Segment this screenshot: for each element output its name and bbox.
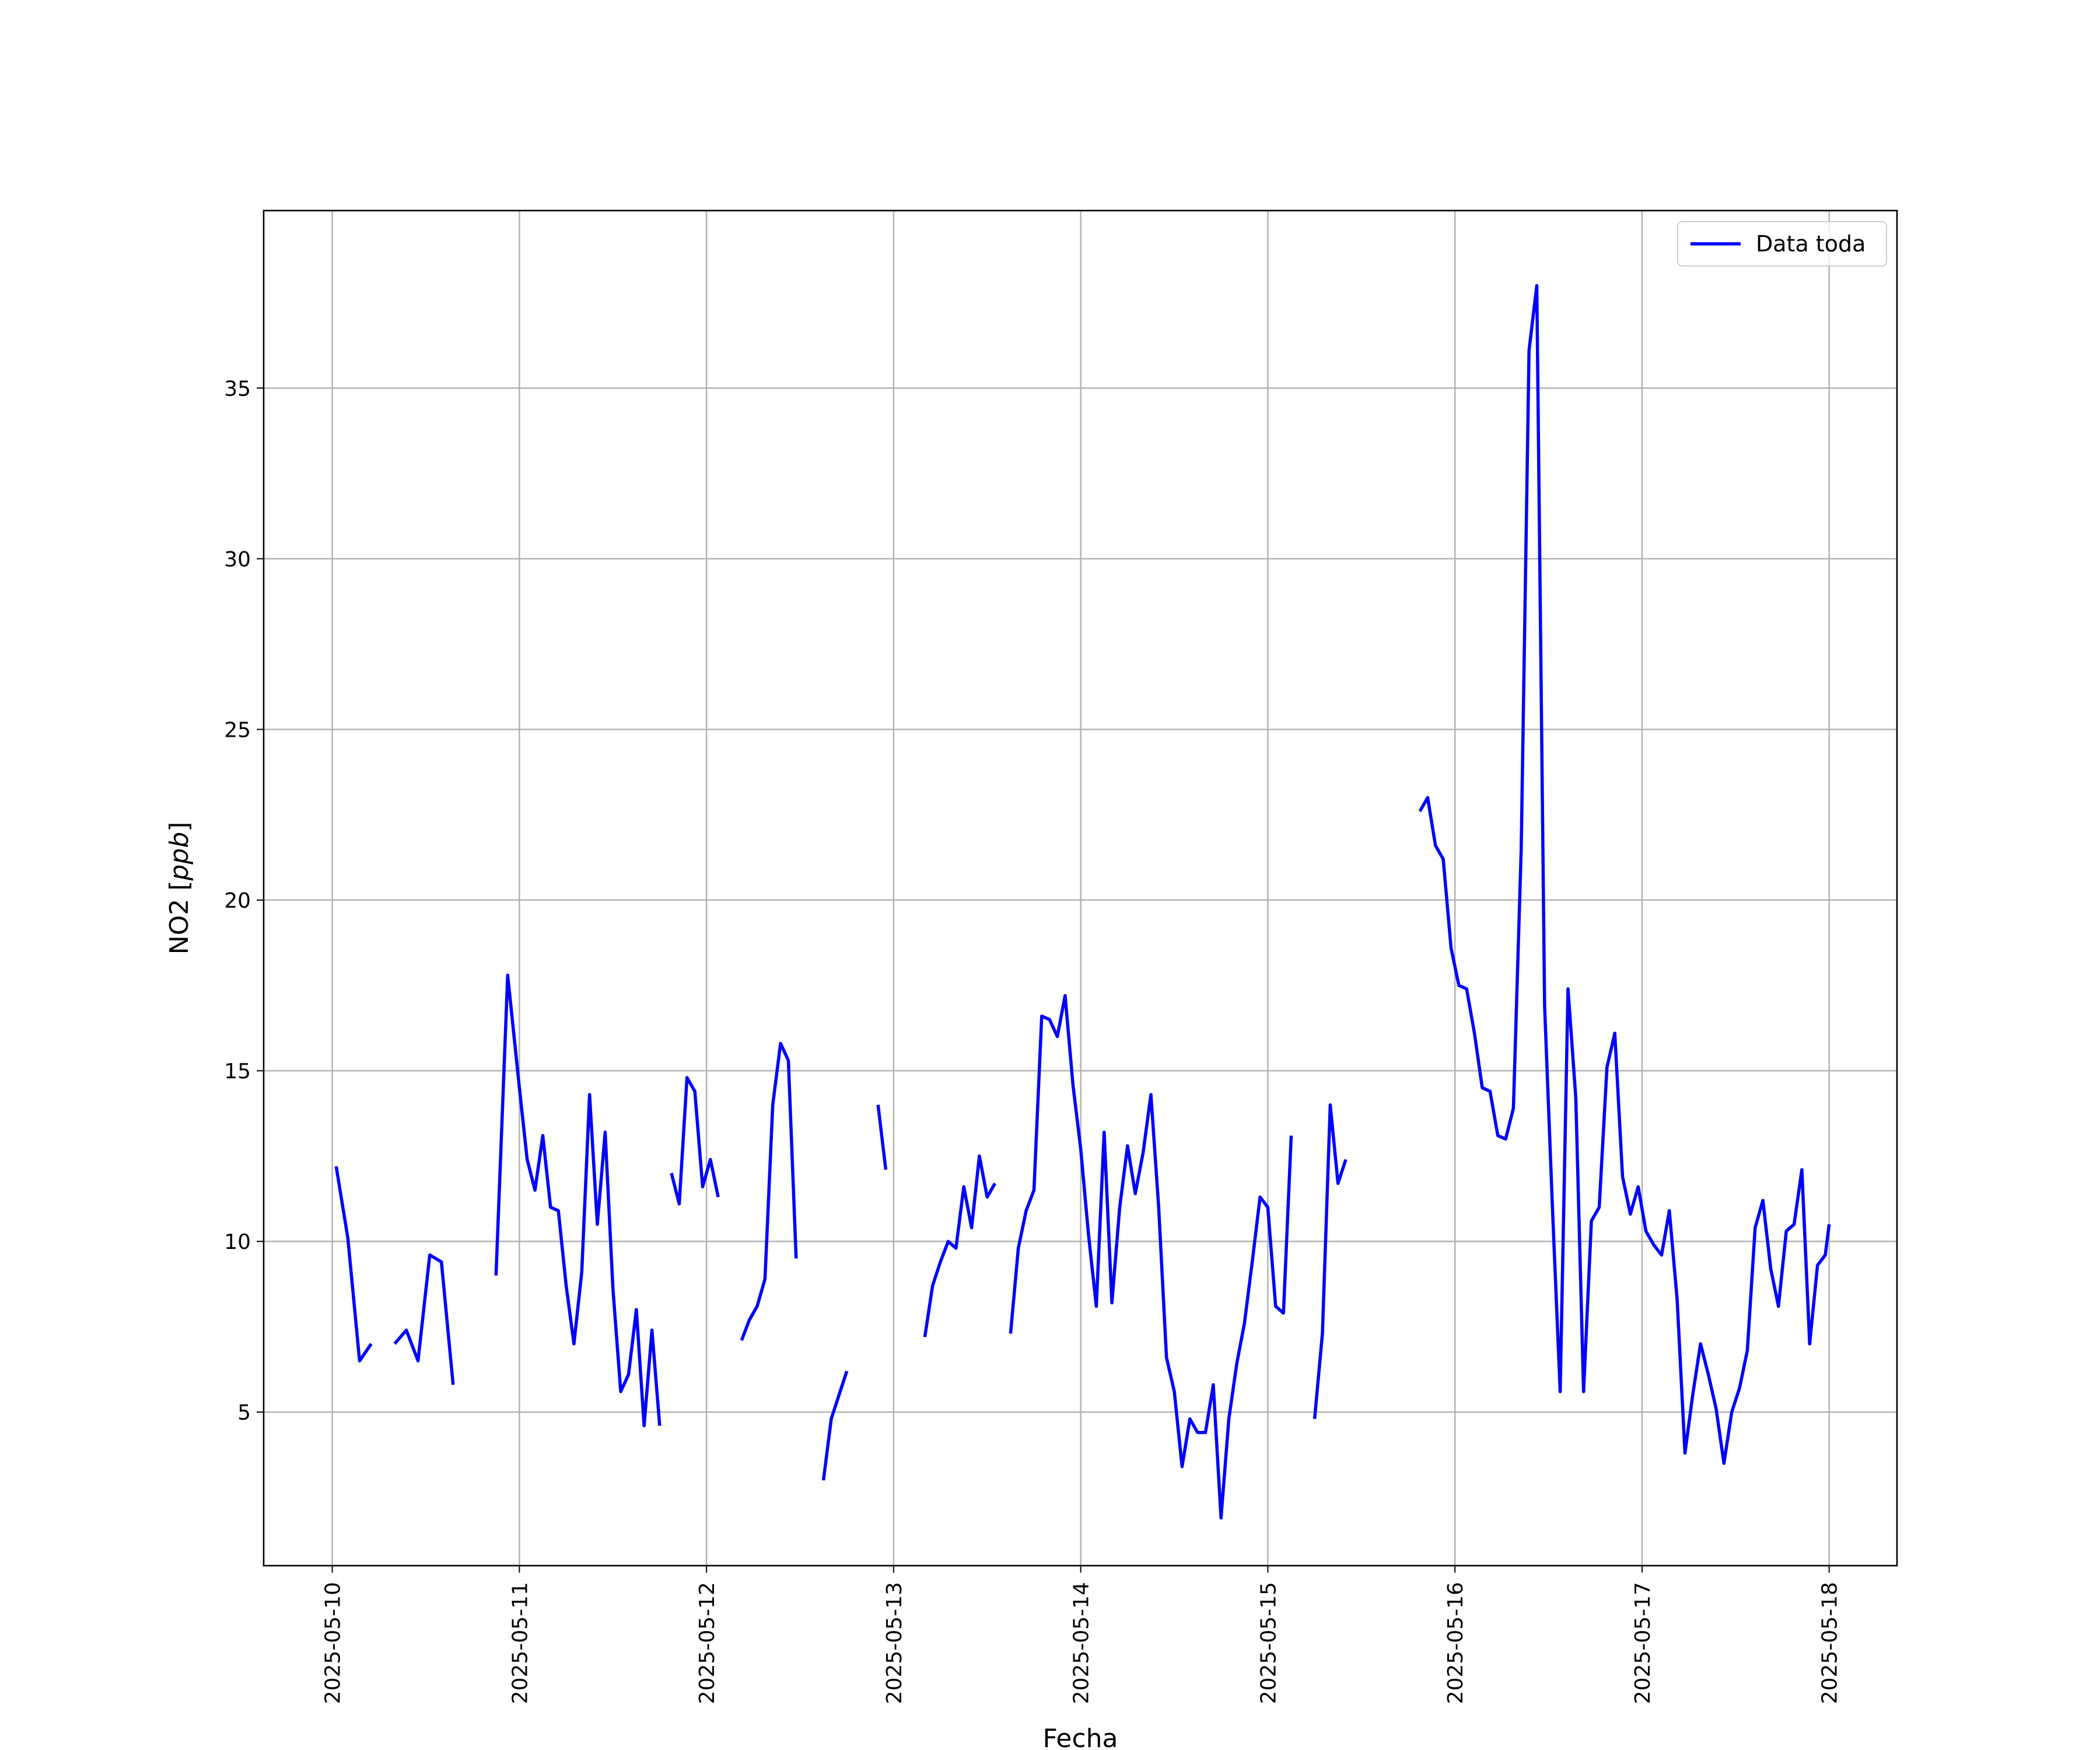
y-tick-label: 15 bbox=[224, 1060, 251, 1084]
grid bbox=[264, 211, 1897, 1566]
legend-box bbox=[1677, 221, 1887, 267]
y-axis-ticks: 5 10 15 20 25 30 35 bbox=[224, 377, 264, 1425]
y-axis-label: NO2 [ppb] bbox=[164, 822, 194, 955]
x-axis-label: Fecha bbox=[1042, 1724, 1118, 1750]
series-line-segment bbox=[670, 1076, 720, 1206]
series-line-segment bbox=[494, 973, 662, 1427]
y-tick-label: 25 bbox=[224, 718, 251, 742]
series-line-segment bbox=[1009, 994, 1293, 1520]
series-line-segment bbox=[334, 1166, 373, 1363]
series-line-segment bbox=[1312, 1103, 1348, 1419]
x-tick-label: 2025-05-12 bbox=[695, 1582, 719, 1704]
legend: Data toda bbox=[1677, 221, 1887, 267]
x-tick-label: 2025-05-14 bbox=[1070, 1582, 1094, 1704]
y-tick-label: 35 bbox=[224, 377, 251, 401]
legend-entry-data-toda: Data toda bbox=[1756, 231, 1866, 257]
x-tick-label: 2025-05-11 bbox=[508, 1582, 532, 1704]
y-axis-label-main: NO2 [ bbox=[164, 881, 194, 955]
y-tick-label: 20 bbox=[224, 889, 251, 913]
y-axis-label-unit: ppb bbox=[164, 832, 194, 881]
x-tick-label: 2025-05-10 bbox=[321, 1582, 345, 1704]
x-axis-ticks: 2025-05-10 2025-05-11 2025-05-12 2025-05-13… bbox=[321, 1566, 1842, 1704]
x-tick-label: 2025-05-18 bbox=[1818, 1582, 1842, 1704]
y-tick-label: 10 bbox=[224, 1230, 251, 1254]
series-line-segment bbox=[740, 1041, 798, 1341]
x-tick-label: 2025-05-15 bbox=[1256, 1582, 1280, 1704]
y-tick-label: 5 bbox=[237, 1401, 251, 1425]
series-line-segment bbox=[876, 1104, 888, 1170]
series-line-segment bbox=[1418, 284, 1831, 1465]
x-tick-label: 2025-05-16 bbox=[1444, 1582, 1468, 1704]
series-layer bbox=[334, 284, 1831, 1520]
x-tick-label: 2025-05-13 bbox=[883, 1582, 907, 1704]
y-tick-label: 30 bbox=[224, 548, 251, 572]
series-line-segment bbox=[821, 1370, 849, 1481]
series-line-segment bbox=[923, 1154, 997, 1338]
series-line-segment bbox=[393, 1253, 455, 1385]
y-axis-label-close: ] bbox=[164, 822, 194, 832]
x-tick-label: 2025-05-17 bbox=[1631, 1582, 1655, 1704]
